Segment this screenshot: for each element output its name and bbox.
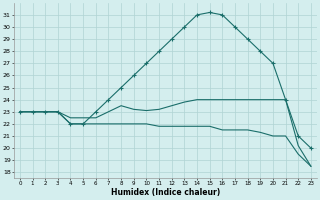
X-axis label: Humidex (Indice chaleur): Humidex (Indice chaleur) bbox=[111, 188, 220, 197]
